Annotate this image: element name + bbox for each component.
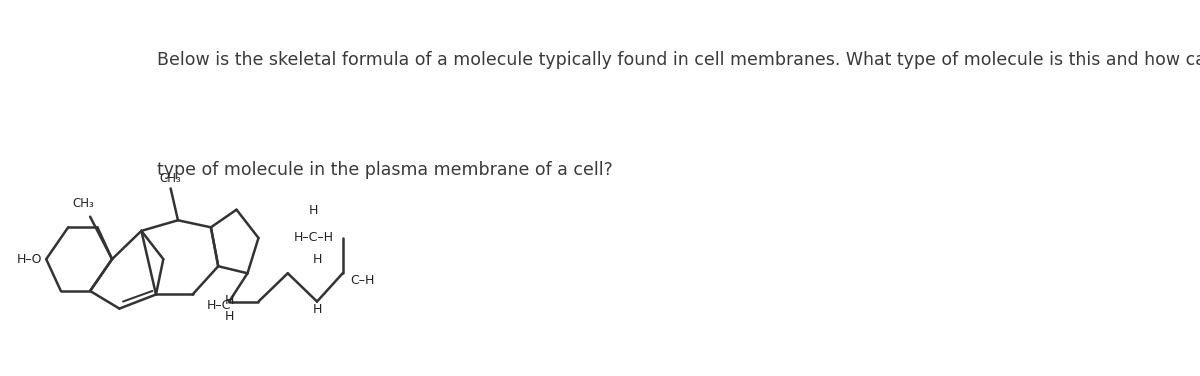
Text: CH₃: CH₃ [72,197,94,210]
Text: H: H [224,294,234,308]
Text: Below is the skeletal formula of a molecule typically found in cell membranes. W: Below is the skeletal formula of a molec… [157,51,1200,69]
Text: H: H [224,310,234,323]
Text: H: H [308,204,318,217]
Text: type of molecule in the plasma membrane of a cell?: type of molecule in the plasma membrane … [157,161,613,179]
Text: H: H [312,253,322,266]
Text: H: H [312,303,322,316]
Text: CH₃: CH₃ [160,172,181,185]
Text: C–H: C–H [350,274,374,287]
Text: H–C: H–C [208,299,232,312]
Text: H–C–H: H–C–H [293,232,334,244]
Text: H–O: H–O [17,253,42,265]
